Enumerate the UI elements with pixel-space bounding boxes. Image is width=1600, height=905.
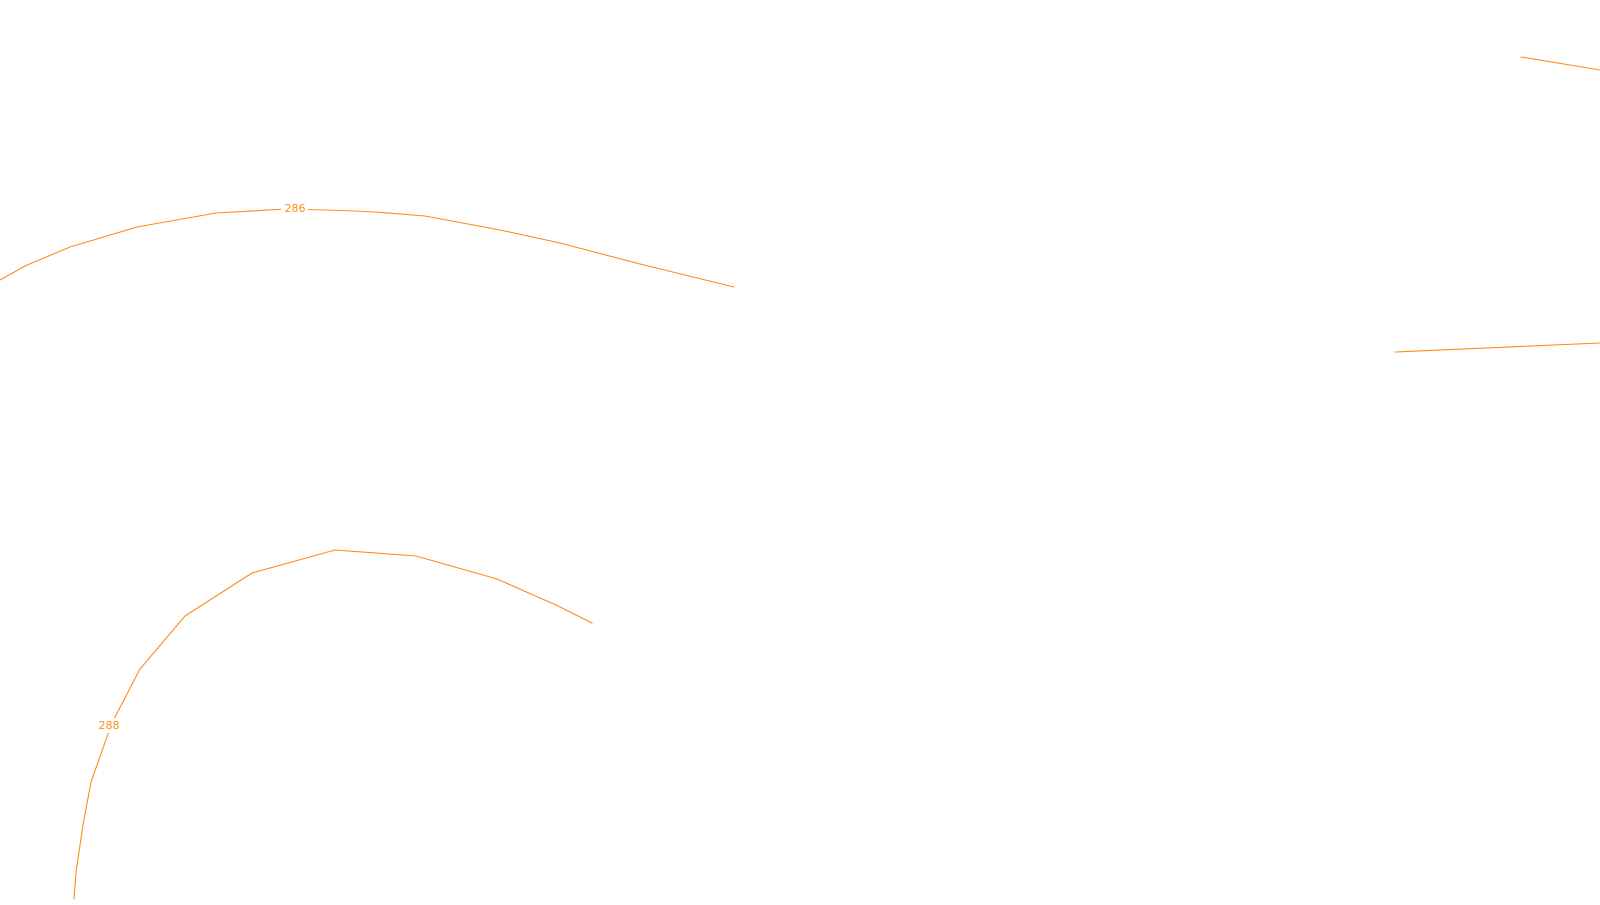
contour-line-top-right [1520,56,1600,71]
contour-label-288-halo [96,718,123,733]
contour-line-mid-right [1394,342,1600,353]
contour-label-286-halo [281,201,308,216]
contour-line-288 [73,549,593,900]
contour-line-286 [0,208,735,288]
contour-label-286: 286 [285,202,306,215]
contour-label-288: 288 [99,719,120,732]
